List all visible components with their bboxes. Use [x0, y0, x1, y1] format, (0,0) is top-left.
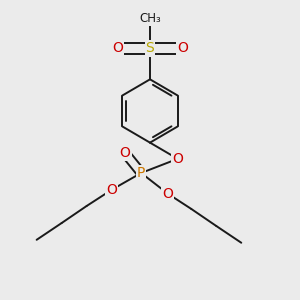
- Text: O: O: [162, 187, 173, 201]
- Text: O: O: [177, 41, 188, 56]
- Text: O: O: [106, 183, 117, 197]
- Text: CH₃: CH₃: [139, 13, 161, 26]
- Text: S: S: [146, 41, 154, 56]
- Text: O: O: [112, 41, 123, 56]
- Text: P: P: [137, 166, 146, 180]
- Text: O: O: [172, 152, 183, 166]
- Text: O: O: [119, 146, 130, 160]
